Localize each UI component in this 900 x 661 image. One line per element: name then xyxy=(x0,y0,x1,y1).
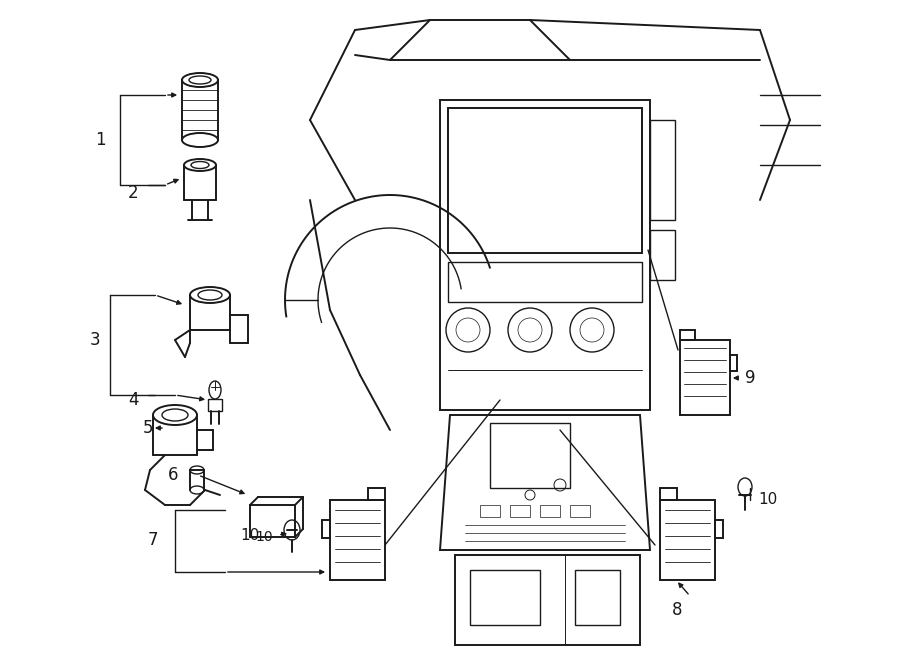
Text: 6: 6 xyxy=(168,466,178,484)
Bar xyxy=(510,505,530,517)
Bar xyxy=(208,399,222,411)
Text: 7: 7 xyxy=(148,531,158,549)
Bar xyxy=(368,488,385,500)
Bar xyxy=(330,500,385,580)
Bar xyxy=(650,120,675,220)
Bar xyxy=(680,330,695,340)
Bar xyxy=(660,500,715,580)
Bar xyxy=(470,570,540,625)
Bar xyxy=(322,520,330,538)
Text: 5: 5 xyxy=(143,419,154,437)
Text: 10: 10 xyxy=(255,530,273,544)
Bar xyxy=(575,570,620,625)
Bar xyxy=(570,505,590,517)
Text: 3: 3 xyxy=(90,331,101,349)
Bar xyxy=(715,520,723,538)
Text: 4: 4 xyxy=(128,391,139,409)
Text: 9: 9 xyxy=(745,369,755,387)
Text: 2: 2 xyxy=(128,184,139,202)
Bar xyxy=(455,555,640,645)
Bar xyxy=(540,505,560,517)
Bar xyxy=(660,488,677,500)
Bar xyxy=(448,262,642,302)
Text: 10: 10 xyxy=(758,492,778,508)
Bar xyxy=(490,423,570,488)
Bar xyxy=(250,505,295,537)
Text: 10: 10 xyxy=(240,527,259,543)
Text: 8: 8 xyxy=(672,601,682,619)
Bar xyxy=(440,100,650,410)
Bar xyxy=(680,340,730,415)
Bar xyxy=(650,230,675,280)
Text: 1: 1 xyxy=(95,131,105,149)
Bar xyxy=(730,355,737,371)
Bar xyxy=(448,108,642,253)
Bar xyxy=(480,505,500,517)
